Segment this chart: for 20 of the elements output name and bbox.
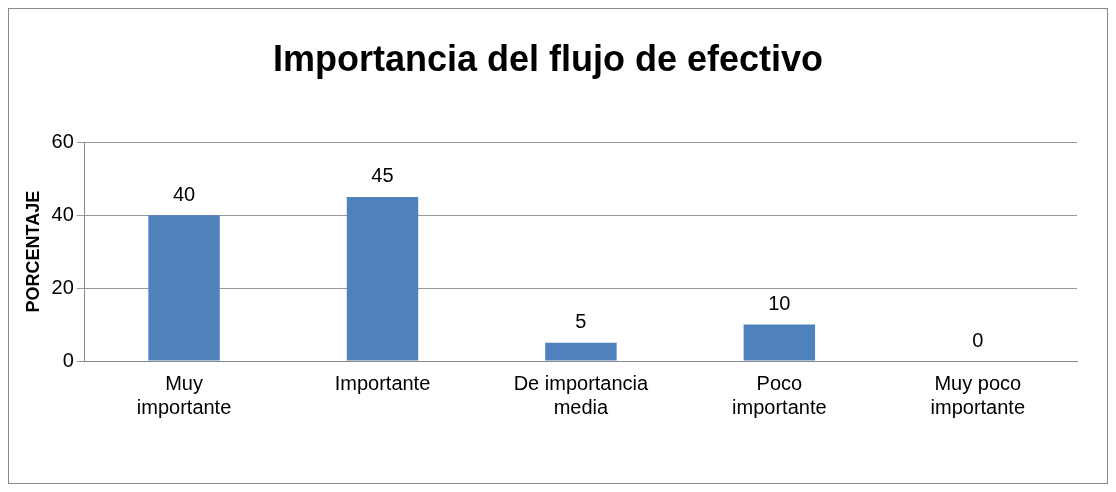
bar: [346, 196, 419, 361]
data-label: 5: [575, 310, 587, 333]
x-tick-label: De importancia media: [513, 371, 650, 418]
y-tick-label: 20: [51, 275, 74, 298]
x-tick-label: Muy poco importante: [930, 371, 1026, 418]
x-tick-label: Importante: [334, 371, 431, 394]
bar: [743, 324, 816, 361]
data-label: 10: [768, 292, 791, 315]
bar: [545, 342, 617, 361]
y-tick-label: 40: [51, 202, 74, 225]
data-label: 0: [972, 328, 984, 351]
y-tick-label: 0: [62, 348, 74, 371]
data-label: 45: [371, 164, 394, 187]
data-label: 40: [172, 182, 196, 205]
x-tick-label: Muy importante: [136, 371, 232, 418]
y-tick-label: 60: [51, 129, 74, 152]
x-tick-label: Poco importante: [732, 371, 827, 418]
y-axis-title: PORCENTAJE: [22, 190, 43, 313]
chart-title: Importancia del flujo de efectivo: [272, 37, 824, 79]
bar: [148, 215, 220, 361]
